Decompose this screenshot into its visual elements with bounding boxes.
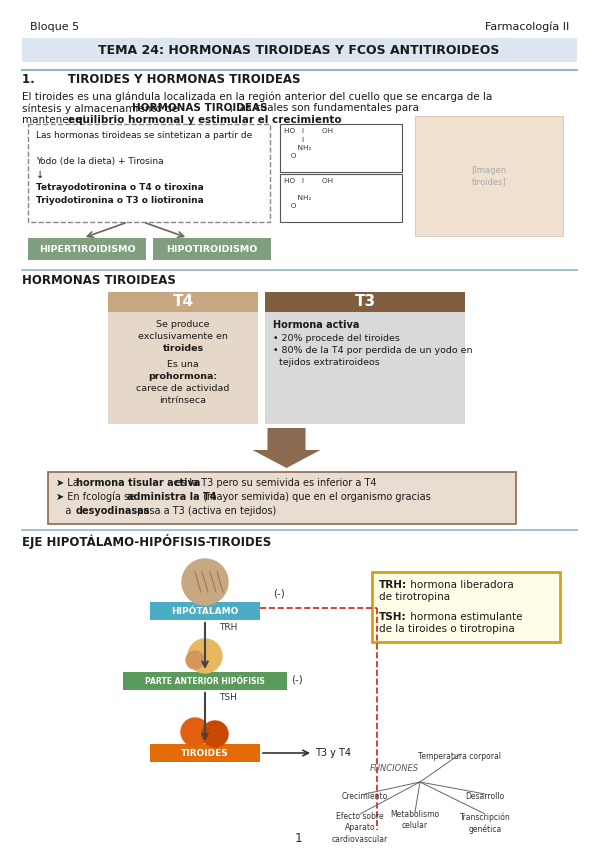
Text: TSH:: TSH: [379,612,407,622]
Text: Metabolismo
celular: Metabolismo celular [391,810,440,830]
Text: T3 y T4: T3 y T4 [315,748,351,758]
FancyBboxPatch shape [372,572,560,642]
Text: 1.        TIROIDES Y HORMONAS TIROIDEAS: 1. TIROIDES Y HORMONAS TIROIDEAS [22,73,301,86]
Text: intrínseca: intrínseca [159,396,207,405]
Text: , las cuales son fundamentales para: , las cuales son fundamentales para [230,103,419,113]
Text: es la T3 pero su semivida es inferior a T4: es la T3 pero su semivida es inferior a … [172,478,377,488]
Text: Transcripción
genética: Transcripción genética [459,812,510,834]
Text: prohormona:: prohormona: [149,372,217,381]
Text: TRH: TRH [219,623,237,632]
Text: exclusivamente en: exclusivamente en [138,332,228,341]
Text: mantener el: mantener el [22,115,89,125]
Circle shape [188,639,222,673]
Text: (-): (-) [273,588,285,598]
FancyBboxPatch shape [280,124,402,172]
Text: EJE HIPOTÁLAMO-HIPÓFISIS-TIROIDES: EJE HIPOTÁLAMO-HIPÓFISIS-TIROIDES [22,534,271,549]
Text: Farmacología II: Farmacología II [485,22,569,32]
Text: TEMA 24: HORMONAS TIROIDEAS Y FCOS ANTITIROIDEOS: TEMA 24: HORMONAS TIROIDEAS Y FCOS ANTIT… [98,43,500,57]
Text: síntesis y almacenamiento de: síntesis y almacenamiento de [22,103,181,114]
Circle shape [182,559,228,605]
Text: HIPÓTALAMO: HIPÓTALAMO [171,606,238,616]
Text: • 80% de la T4 por perdida de un yodo en: • 80% de la T4 por perdida de un yodo en [273,346,473,355]
Text: El tiroides es una glándula localizada en la región anterior del cuello que se e: El tiroides es una glándula localizada e… [22,91,492,102]
Text: hormona liberadora: hormona liberadora [407,580,514,590]
Text: HO   I        OH
        I
      NH₂
   O: HO I OH I NH₂ O [284,128,333,159]
Text: 1: 1 [295,832,303,845]
Text: administra la T4: administra la T4 [127,492,216,502]
Text: ➤ La: ➤ La [56,478,82,488]
FancyBboxPatch shape [108,292,258,312]
Circle shape [181,718,209,746]
Text: T4: T4 [173,294,193,310]
Text: carece de actividad: carece de actividad [137,384,229,393]
Text: ↓: ↓ [36,170,44,180]
Text: • 20% procede del tiroides: • 20% procede del tiroides [273,334,400,343]
FancyBboxPatch shape [153,238,271,260]
Text: Temperatura corporal: Temperatura corporal [419,752,501,761]
FancyBboxPatch shape [265,312,465,424]
Text: tiroides: tiroides [162,344,204,353]
FancyBboxPatch shape [28,238,146,260]
FancyBboxPatch shape [280,174,402,222]
Text: Efecto sobre
Aparato
cardiovascular: Efecto sobre Aparato cardiovascular [332,812,388,844]
Text: HORMONAS TIROIDEAS: HORMONAS TIROIDEAS [22,274,176,287]
Text: Tetrayodotironina o T4 o tiroxina: Tetrayodotironina o T4 o tiroxina [36,183,204,192]
Text: pasa a T3 (activa en tejidos): pasa a T3 (activa en tejidos) [134,506,276,516]
FancyBboxPatch shape [415,116,563,236]
Text: desyodinasas: desyodinasas [76,506,150,516]
FancyBboxPatch shape [123,672,287,690]
Text: [Imagen
tiroides]: [Imagen tiroides] [471,165,507,187]
Text: PARTE ANTERIOR HIPÓFISIS: PARTE ANTERIOR HIPÓFISIS [145,677,265,685]
FancyBboxPatch shape [108,312,258,424]
Text: hormona estimulante: hormona estimulante [407,612,522,622]
Text: HO   I        OH

      NH₂
   O: HO I OH NH₂ O [284,178,333,209]
Text: HORMONAS TIROIDEAS: HORMONAS TIROIDEAS [132,103,268,113]
Text: tejidos extratiroideos: tejidos extratiroideos [273,358,380,367]
Text: (mayor semivida) que en el organismo gracias: (mayor semivida) que en el organismo gra… [200,492,431,502]
Text: T3: T3 [355,294,376,310]
Text: HIPOTIROIDISMO: HIPOTIROIDISMO [167,244,258,254]
Circle shape [186,651,204,669]
Text: Triyodotironina o T3 o liotironina: Triyodotironina o T3 o liotironina [36,196,204,205]
Circle shape [202,721,228,747]
Text: Desarrollo: Desarrollo [465,792,504,801]
FancyBboxPatch shape [22,38,577,62]
FancyBboxPatch shape [150,744,260,762]
Text: Crecimiento: Crecimiento [342,792,388,801]
Text: Se produce: Se produce [156,320,210,329]
Text: Yodo (de la dieta) + Tirosina: Yodo (de la dieta) + Tirosina [36,157,164,166]
Text: (-): (-) [291,674,302,684]
Text: TSH: TSH [219,693,237,702]
Text: a: a [56,506,74,516]
FancyBboxPatch shape [150,602,260,620]
Text: Es una: Es una [167,360,199,369]
Text: de la tiroides o tirotropina: de la tiroides o tirotropina [379,624,515,634]
FancyBboxPatch shape [28,124,270,222]
Text: Hormona activa: Hormona activa [273,320,359,330]
Text: TRH:: TRH: [379,580,407,590]
Text: HIPERTIROIDISMO: HIPERTIROIDISMO [39,244,135,254]
Text: equilibrio hormonal y estimular el crecimiento: equilibrio hormonal y estimular el creci… [68,115,341,125]
Text: hormona tisular activa: hormona tisular activa [76,478,201,488]
Text: FUNCIONES: FUNCIONES [370,764,419,773]
Polygon shape [253,428,320,468]
Text: Las hormonas tiroideas se sintetizan a partir de: Las hormonas tiroideas se sintetizan a p… [36,131,252,140]
Text: ➤ En fcología se: ➤ En fcología se [56,492,138,503]
Text: Bloque 5: Bloque 5 [30,22,79,32]
Text: TIROIDES: TIROIDES [181,749,229,757]
FancyBboxPatch shape [48,472,516,524]
FancyBboxPatch shape [265,292,465,312]
Text: de tirotropina: de tirotropina [379,592,450,602]
